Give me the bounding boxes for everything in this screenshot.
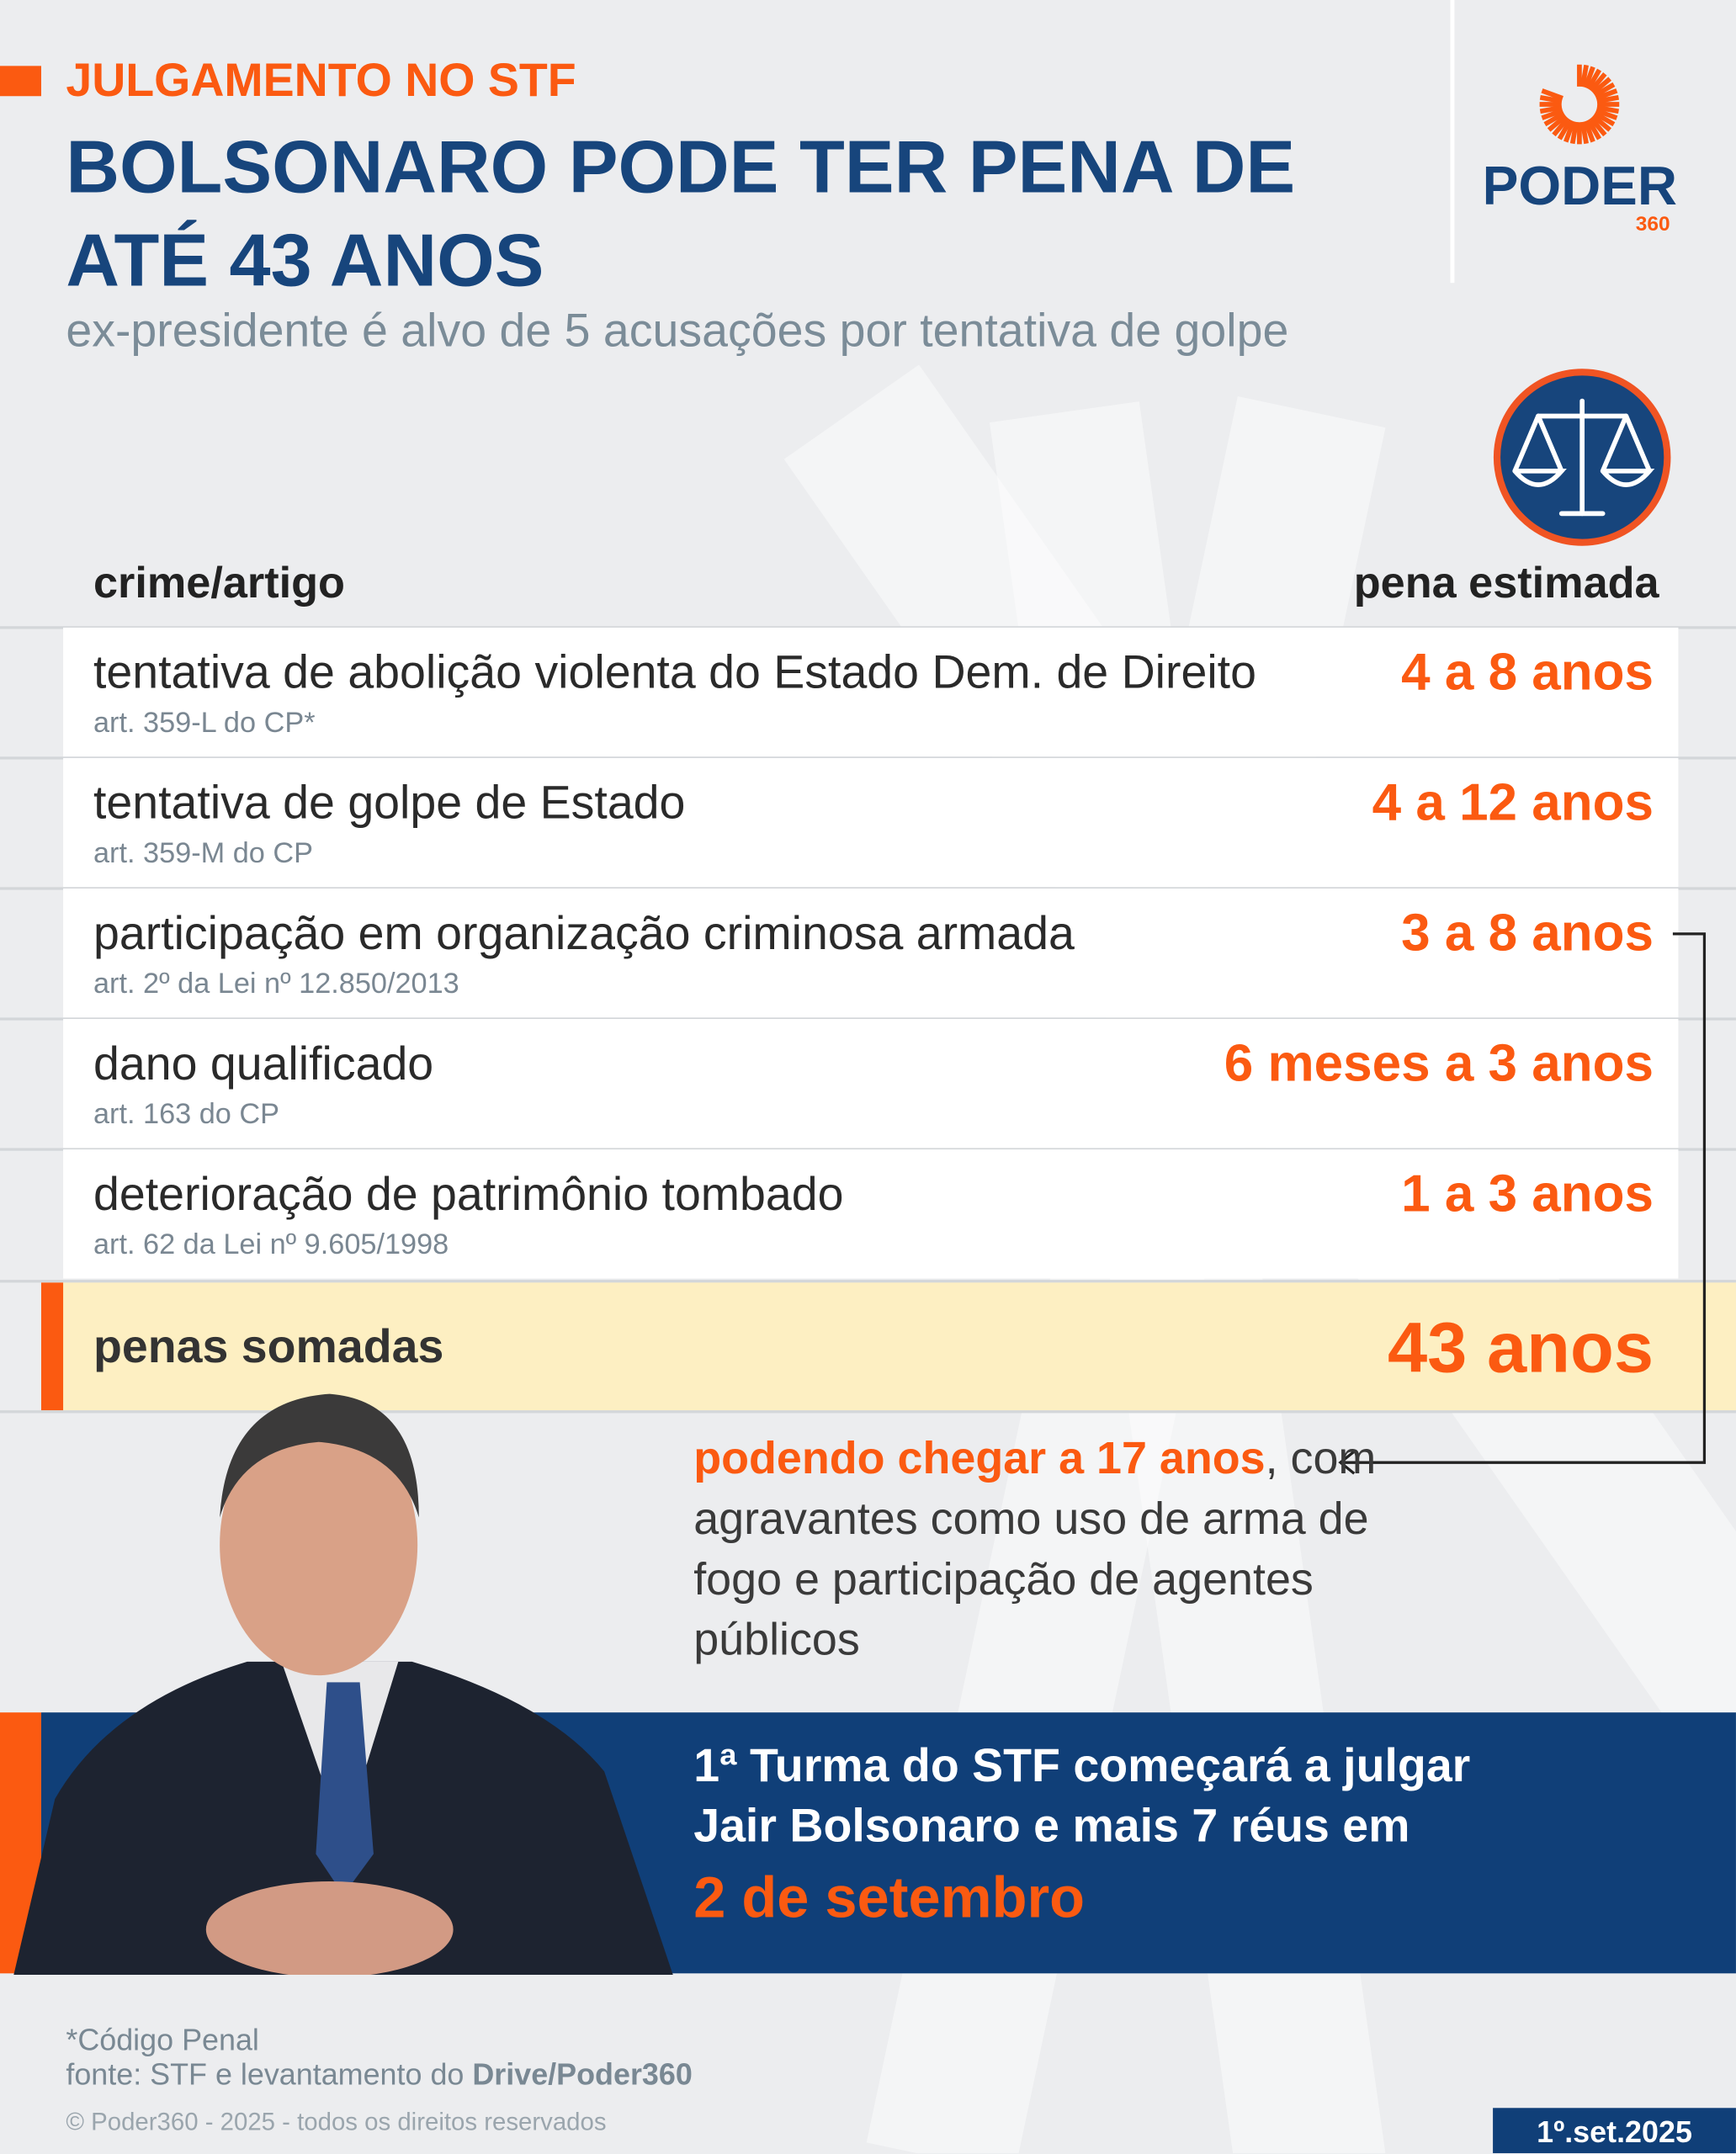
banner-line: 1ª Turma do STF começará a julgar	[693, 1739, 1471, 1792]
crime-article: art. 359-L do CP*	[93, 707, 316, 740]
sun-ray	[1557, 118, 1573, 141]
publication-date: 1º.set.2025	[1493, 2108, 1736, 2154]
sun-icon: PODER 360	[1482, 64, 1677, 236]
sun-ray	[1583, 120, 1595, 143]
sun-ray	[1563, 120, 1576, 143]
total-accent-bar	[40, 1282, 64, 1411]
bolsonaro-photo	[13, 1393, 673, 1975]
svg-text:PODER: PODER	[1486, 155, 1677, 216]
copyright: © Poder360 - 2025 - todos os direitos re…	[66, 2108, 607, 2135]
source-name: Drive/Poder360	[472, 2056, 693, 2092]
table-row: tentativa de abolição violenta do Estado…	[63, 627, 1679, 757]
estimated-penalty: 6 meses a 3 anos	[1224, 1035, 1654, 1094]
total-value: 43 anos	[1387, 1308, 1654, 1389]
divider	[1450, 0, 1455, 284]
sun-ray	[1541, 88, 1563, 101]
sun-ray	[1591, 77, 1612, 95]
sun-ray	[1595, 108, 1618, 120]
table-row: tentativa de golpe de Estado art. 359-M …	[63, 757, 1679, 888]
crime-article: art. 2º da Lei nº 12.850/2013	[93, 968, 459, 1000]
svg-text:360: 360	[1636, 213, 1670, 236]
sun-ray	[1569, 121, 1579, 145]
aggravation-note: podendo chegar a 17 anos, com agravantes…	[693, 1428, 1463, 1669]
crime-article: art. 62 da Lei nº 9.605/1998	[93, 1228, 449, 1261]
banner-text: 1ª Turma do STF começará a julgar Jair Bo…	[693, 1736, 1470, 1857]
crime-article: art. 359-M do CP	[93, 837, 313, 870]
kicker: JULGAMENTO NO STF	[66, 55, 576, 108]
table-row: dano qualificado art. 163 do CP 6 meses …	[63, 1019, 1679, 1149]
total-label: penas somadas	[93, 1321, 444, 1374]
sun-ray	[1583, 66, 1595, 89]
crime-article: art. 163 do CP	[93, 1098, 280, 1131]
sun-ray	[1596, 95, 1620, 104]
title-line: BOLSONARO PODE TER PENA DE	[66, 126, 1296, 210]
sun-ray	[1579, 64, 1589, 88]
row-divider	[0, 1148, 1736, 1151]
title-line: ATÉ 43 ANOS	[66, 220, 544, 303]
column-header-pena: pena estimada	[1353, 557, 1659, 607]
sun-ray	[1586, 68, 1602, 91]
sun-ray	[1593, 82, 1616, 98]
source: fonte: STF e levantamento do Drive/Poder…	[66, 2057, 692, 2093]
crime-name: participação em organização criminosa ar…	[93, 907, 1075, 960]
sun-ray	[1596, 104, 1620, 114]
crime-name: tentativa de abolição violenta do Estado…	[93, 646, 1256, 699]
sun-ray	[1552, 116, 1570, 137]
sun-ray	[1543, 111, 1565, 127]
estimated-penalty: 4 a 12 anos	[1372, 774, 1654, 833]
sun-ray	[1591, 114, 1612, 132]
sun-ray	[1589, 72, 1607, 93]
banner-line: Jair Bolsonaro e mais 7 réus em	[693, 1800, 1410, 1853]
sun-ray	[1547, 114, 1568, 132]
note-highlight: podendo chegar a 17 anos	[693, 1432, 1266, 1483]
note-text: , com agravantes como uso de arma de fog…	[693, 1432, 1377, 1665]
sun-ray	[1589, 116, 1607, 137]
sun-ray	[1595, 88, 1618, 101]
row-divider	[0, 1410, 1736, 1414]
sun-ray	[1539, 104, 1563, 114]
kicker-bar	[0, 66, 41, 97]
source-prefix: fonte: STF e levantamento do	[66, 2056, 473, 2092]
crime-name: tentativa de golpe de Estado	[93, 777, 686, 830]
table-row: deterioração de patrimônio tombado art. …	[63, 1149, 1679, 1279]
scale-of-justice-icon	[1493, 368, 1671, 546]
crime-name: deterioração de patrimônio tombado	[93, 1168, 844, 1221]
page-title: BOLSONARO PODE TER PENA DE ATÉ 43 ANOS	[66, 121, 1439, 308]
sun-ray	[1541, 108, 1563, 120]
estimated-penalty: 1 a 3 anos	[1401, 1165, 1654, 1224]
row-divider	[0, 887, 1736, 890]
row-divider	[0, 1280, 1736, 1283]
sun-ray	[1539, 95, 1563, 104]
footnote: *Código Penal	[66, 2023, 259, 2057]
estimated-penalty: 3 a 8 anos	[1401, 905, 1654, 963]
total-row: penas somadas 43 anos	[40, 1282, 1736, 1411]
table-row: participação em organização criminosa ar…	[63, 888, 1679, 1018]
subtitle: ex-presidente é alvo de 5 acusações por …	[66, 305, 1289, 358]
poder360-logo: PODER 360	[1482, 61, 1678, 239]
banner-date: 2 de setembro	[693, 1865, 1086, 1930]
sun-ray	[1586, 118, 1602, 141]
crime-name: dano qualificado	[93, 1037, 434, 1090]
column-header-crime: crime/artigo	[93, 557, 345, 607]
sun-ray	[1579, 121, 1589, 145]
bracket-arrow-icon	[1338, 932, 1707, 1475]
sun-ray	[1593, 111, 1616, 127]
estimated-penalty: 4 a 8 anos	[1401, 644, 1654, 703]
